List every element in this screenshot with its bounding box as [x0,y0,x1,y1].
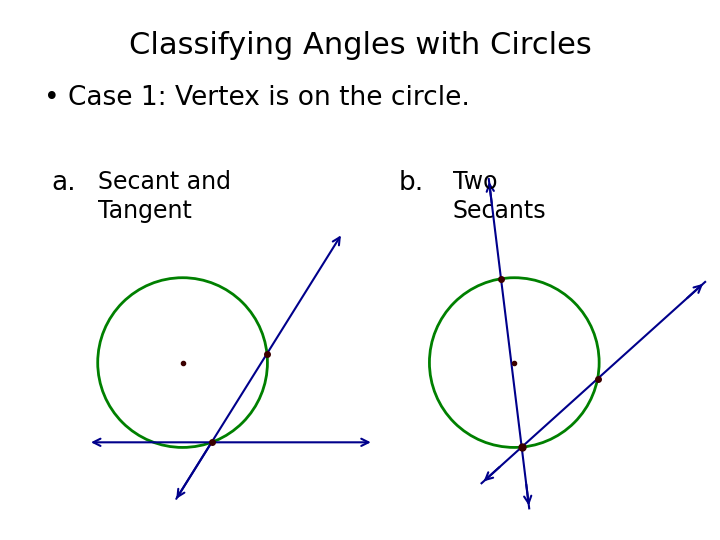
Text: • Case 1: Vertex is on the circle.: • Case 1: Vertex is on the circle. [44,85,469,111]
Text: Two
Secants: Two Secants [453,170,546,224]
Text: Secant and
Tangent: Secant and Tangent [98,170,230,224]
Text: a.: a. [51,170,76,195]
Text: b.: b. [399,170,424,195]
Text: Classifying Angles with Circles: Classifying Angles with Circles [129,31,591,60]
